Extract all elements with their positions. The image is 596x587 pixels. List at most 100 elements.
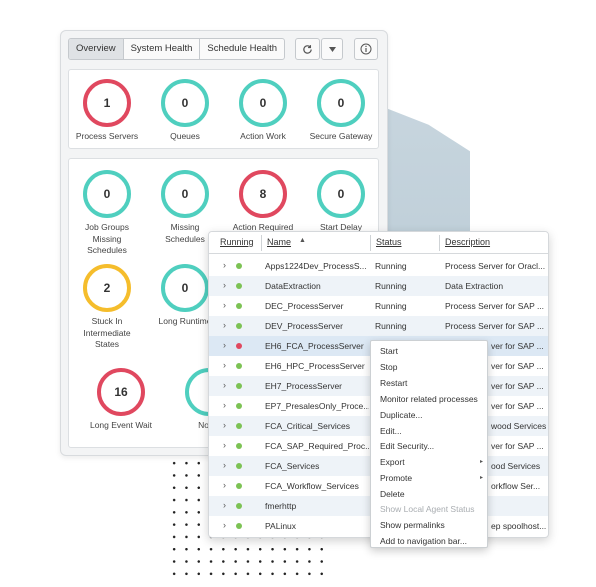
chevron-right-icon[interactable]: › <box>223 380 226 390</box>
row-name: FCA_Workflow_Services <box>265 481 359 491</box>
chevron-right-icon[interactable]: › <box>223 360 226 370</box>
menu-item-edit-security[interactable]: Edit Security... <box>380 441 435 451</box>
row-name: DEV_ProcessServer <box>265 321 343 331</box>
gauge-secure-gateway[interactable]: 0 Secure Gateway <box>306 79 376 143</box>
gauge-action-required[interactable]: 8 Action Required <box>228 170 298 234</box>
column-running[interactable]: Running <box>220 237 254 247</box>
status-dot <box>236 443 242 449</box>
gauge-queues[interactable]: 0 Queues <box>150 79 220 143</box>
row-name: EP7_PresalesOnly_Proce... <box>265 401 369 411</box>
menu-item-show-permalinks[interactable]: Show permalinks <box>380 520 445 530</box>
menu-item-add-to-navigation-bar[interactable]: Add to navigation bar... <box>380 536 467 546</box>
row-name: DEC_ProcessServer <box>265 301 344 311</box>
row-status: Running <box>375 261 407 271</box>
chevron-right-icon[interactable]: › <box>223 460 226 470</box>
chevron-right-icon[interactable]: › <box>223 340 226 350</box>
chevron-right-icon[interactable]: › <box>223 500 226 510</box>
menu-item-start[interactable]: Start <box>380 346 398 356</box>
gauge-process-servers[interactable]: 1 Process Servers <box>72 79 142 143</box>
status-dot <box>236 303 242 309</box>
gauge-job-groups-missing-schedules[interactable]: 0 Job Groups Missing Schedules <box>72 170 142 257</box>
info-button[interactable] <box>354 38 378 60</box>
menu-item-duplicate[interactable]: Duplicate... <box>380 410 423 420</box>
menu-item-export[interactable]: Export <box>380 457 405 467</box>
gauge-value: 0 <box>317 170 365 218</box>
table-row[interactable]: › EH6_HPC_ProcessServer ver for SAP ... <box>209 356 548 376</box>
status-dot <box>236 403 242 409</box>
row-description: ver for SAP ... <box>491 381 544 391</box>
chevron-right-icon[interactable]: › <box>223 520 226 530</box>
table-row[interactable]: › DEC_ProcessServer Running Process Serv… <box>209 296 548 316</box>
table-row[interactable]: › DataExtraction Running Data Extraction <box>209 276 548 296</box>
context-menu: Start Stop Restart Monitor related proce… <box>370 340 488 548</box>
status-dot <box>236 423 242 429</box>
row-description: wood Services <box>491 421 547 431</box>
gauge-label: Secure Gateway <box>309 131 373 141</box>
gauge-start-delay[interactable]: 0 Start Delay <box>306 170 376 234</box>
gauge-label: Start Delay <box>319 222 363 232</box>
refresh-icon <box>303 44 312 54</box>
sort-ascending-icon: ▲ <box>299 237 306 244</box>
chevron-right-icon[interactable]: › <box>223 440 226 450</box>
menu-item-stop[interactable]: Stop <box>380 362 398 372</box>
row-description: Process Server for Oracl... <box>445 261 546 271</box>
gauge-stuck-in-intermediate-states[interactable]: 2 Stuck In Intermediate States <box>72 264 142 351</box>
refresh-options-button[interactable] <box>321 38 343 60</box>
gauge-value: 0 <box>161 79 209 127</box>
table-row[interactable]: › EP7_PresalesOnly_Proce... ver for SAP … <box>209 396 548 416</box>
menu-item-restart[interactable]: Restart <box>380 378 408 388</box>
chevron-right-icon[interactable]: › <box>223 300 226 310</box>
chevron-right-icon[interactable]: › <box>223 280 226 290</box>
row-name: DataExtraction <box>265 281 321 291</box>
tab-system-health[interactable]: System Health <box>124 39 201 59</box>
table-row[interactable]: › Apps1224Dev_ProcessS... Running Proces… <box>209 256 548 276</box>
menu-item-promote[interactable]: Promote <box>380 473 413 483</box>
gauge-value: 0 <box>161 264 209 312</box>
tab-schedule-health[interactable]: Schedule Health <box>207 43 278 54</box>
row-name: FCA_Critical_Services <box>265 421 351 431</box>
row-status: Running <box>375 301 407 311</box>
menu-item-monitor-related-processes[interactable]: Monitor related processes <box>380 394 478 404</box>
gauge-long-event-wait[interactable]: 16 Long Event Wait <box>86 368 156 432</box>
gauge-label: Stuck In Intermediate States <box>83 316 131 349</box>
chevron-right-icon[interactable]: › <box>223 420 226 430</box>
table-row[interactable]: › DEV_ProcessServer Running Process Serv… <box>209 316 548 336</box>
row-name: fmerhttp <box>265 501 297 511</box>
table-header: Running Name ▲ Status Description <box>209 232 548 254</box>
gauge-label: Action Work <box>240 131 286 141</box>
table-row[interactable]: › PALinux ep spoolhost... <box>209 516 548 536</box>
refresh-button[interactable] <box>295 38 320 60</box>
row-description: Data Extraction <box>445 281 504 291</box>
gauge-label: Job Groups Missing Schedules <box>85 222 129 255</box>
row-name: EH6_HPC_ProcessServer <box>265 361 365 371</box>
top-gauges-card: 1 Process Servers 0 Queues 0 Action Work… <box>68 69 379 149</box>
gauge-action-work[interactable]: 0 Action Work <box>228 79 298 143</box>
gauge-label: Action Required <box>232 222 294 232</box>
gauge-value: 0 <box>83 170 131 218</box>
column-status[interactable]: Status <box>376 237 402 247</box>
chevron-right-icon[interactable]: › <box>223 480 226 490</box>
submenu-arrow-icon: ▸ <box>479 475 483 481</box>
row-description: ver for SAP ... <box>491 441 544 451</box>
row-description: Process Server for SAP ... <box>445 301 545 311</box>
gauge-missing-schedules[interactable]: 0 Missing Schedules <box>150 170 220 245</box>
column-description[interactable]: Description <box>445 237 491 247</box>
gauge-long-runtime[interactable]: 0 Long Runtime <box>150 264 220 328</box>
row-name: EH6_FCA_ProcessServer <box>265 341 364 351</box>
menu-item-edit[interactable]: Edit... <box>380 426 402 436</box>
chevron-right-icon[interactable]: › <box>223 320 226 330</box>
row-name: FCA_SAP_Required_Proc... <box>265 441 369 451</box>
chevron-right-icon[interactable]: › <box>223 400 226 410</box>
column-divider[interactable] <box>261 235 262 251</box>
column-name[interactable]: Name <box>267 237 292 247</box>
tab-overview[interactable]: Overview <box>69 39 124 59</box>
table-row[interactable]: › FCA_SAP_Required_Proc... ver for SAP .… <box>209 436 548 456</box>
status-dot <box>236 483 242 489</box>
column-divider[interactable] <box>439 235 440 251</box>
menu-item-delete[interactable]: Delete <box>380 489 405 499</box>
gauge-value: 0 <box>161 170 209 218</box>
chevron-right-icon[interactable]: › <box>223 260 226 270</box>
column-divider[interactable] <box>370 235 371 251</box>
gauge-label: Queues <box>170 131 200 141</box>
table-row[interactable]: › FCA_Workflow_Services orkflow Ser... <box>209 476 548 496</box>
